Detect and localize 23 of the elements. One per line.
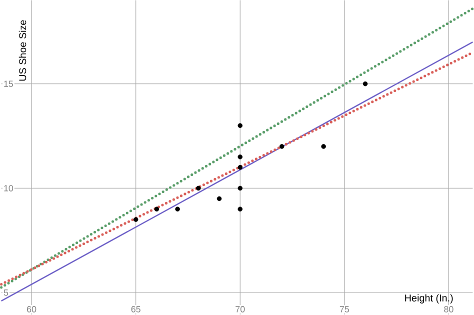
point [321, 144, 326, 149]
point [238, 165, 243, 170]
point [175, 206, 180, 212]
point [154, 206, 160, 212]
point [279, 144, 284, 149]
y-axis-title: US Shoe Size [18, 20, 26, 81]
point [238, 206, 243, 212]
x-tick-label: 60 [27, 306, 36, 312]
point [238, 154, 243, 160]
point [238, 123, 243, 128]
point [216, 196, 222, 202]
point [133, 217, 138, 222]
point [196, 186, 201, 191]
point [238, 186, 243, 191]
x-tick-label: 80 [444, 306, 454, 312]
x-tick-label: 70 [236, 306, 245, 312]
y-tick-label: 15 [4, 80, 14, 87]
x-tick-label: 75 [340, 306, 350, 312]
point [362, 81, 368, 86]
y-tick-label: 10 [4, 185, 14, 192]
x-axis-title: Height (In.) [405, 294, 453, 304]
y-tick-label: 5 [4, 290, 8, 296]
x-tick-label: 65 [131, 306, 140, 312]
